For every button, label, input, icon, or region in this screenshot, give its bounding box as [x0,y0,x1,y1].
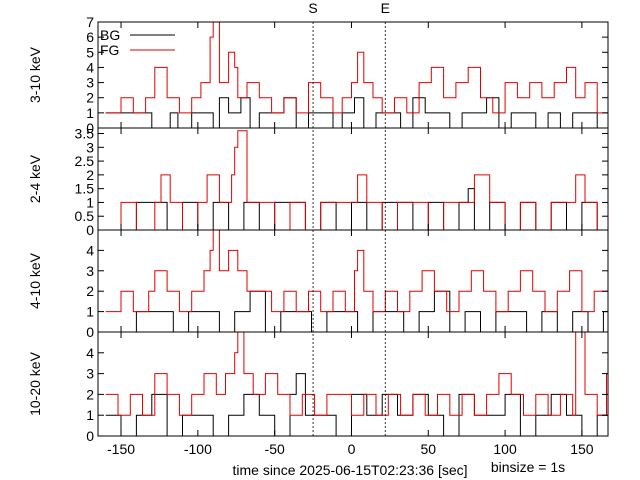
legend: BG FG [100,27,175,58]
y-tick-label-2-1: 1 [86,304,94,320]
series-bg-line-panel-1 [105,188,608,231]
y-tick-label-0-4: 4 [86,59,94,75]
marker-label-s: S [308,0,317,16]
panel-frame-2 [97,229,609,333]
y-tick-label-3-1: 1 [86,407,94,423]
panel-frame-1 [97,127,609,231]
x-tick-label-6: 150 [570,441,594,457]
marker-label-e: E [381,0,390,16]
series-fg-line-panel-1 [105,130,608,231]
y-tick-label-1-4: 2 [86,167,94,183]
y-tick-label-1-3: 1.5 [75,181,95,197]
y-axis-title-0: 3-10 keV [27,46,43,103]
y-tick-label-1-2: 1 [86,194,94,210]
panel-frame-0 [97,21,609,129]
series-fg-line-panel-0 [105,21,608,114]
y-tick-label-0-2: 2 [86,90,94,106]
y-tick-label-0-5: 5 [86,44,94,60]
x-tick-label-2: -50 [265,441,285,457]
y-tick-label-1-0: 0 [86,222,94,238]
markers-layer: -150 -100 -50 0 50 100 150 S E [107,0,594,457]
y-tick-label-1-6: 3 [86,139,94,155]
y-tick-label-2-4: 4 [86,242,94,258]
y-axis-title-1: 2-4 keV [27,154,43,203]
y-axis-title-2: 4-10 keV [27,252,43,309]
y-tick-label-1-1: 0.5 [75,208,95,224]
x-tick-label-0: -150 [107,441,135,457]
y-tick-label-0-1: 1 [86,105,94,121]
y-axis-title-3: 10-20 keV [27,351,43,415]
y-tick-label-3-0: 0 [86,428,94,444]
x-tick-label-4: 50 [420,441,436,457]
x-tick-label-1: -100 [184,441,212,457]
y-tick-label-0-7: 7 [86,14,94,30]
panel-2: 0 1 2 3 4 4-10 keV [27,229,609,340]
panel-1: 00.511.522.533.5 2-4 keV [27,126,609,238]
panel-frame-3 [97,331,609,437]
y-tick-label-3-3: 3 [86,366,94,382]
binsize-label: binsize = 1s [491,459,565,475]
y-tick-label-0-0: 0 [86,120,94,136]
series-fg-line-panel-2 [105,229,608,313]
series-fg-line-panel-3 [105,331,608,416]
series-bg-line-panel-3 [105,373,608,437]
y-tick-label-1-7: 3.5 [75,126,95,142]
y-tick-label-2-0: 0 [86,324,94,340]
y-tick-label-2-3: 3 [86,263,94,279]
y-tick-label-2-2: 2 [86,283,94,299]
y-tick-label-0-3: 3 [86,75,94,91]
x-tick-label-3: 0 [348,441,356,457]
x-tick-label-5: 100 [493,441,517,457]
x-axis-title: time since 2025-06-15T02:23:36 [sec] [232,462,467,478]
y-tick-label-3-2: 2 [86,386,94,402]
y-tick-label-3-4: 4 [86,345,94,361]
y-tick-label-0-6: 6 [86,29,94,45]
legend-label-fg: FG [100,42,119,58]
panel-3: 0 1 2 3 4 10-20 keV [27,331,609,444]
y-tick-label-1-5: 2.5 [75,153,95,169]
legend-label-bg: BG [100,27,120,43]
